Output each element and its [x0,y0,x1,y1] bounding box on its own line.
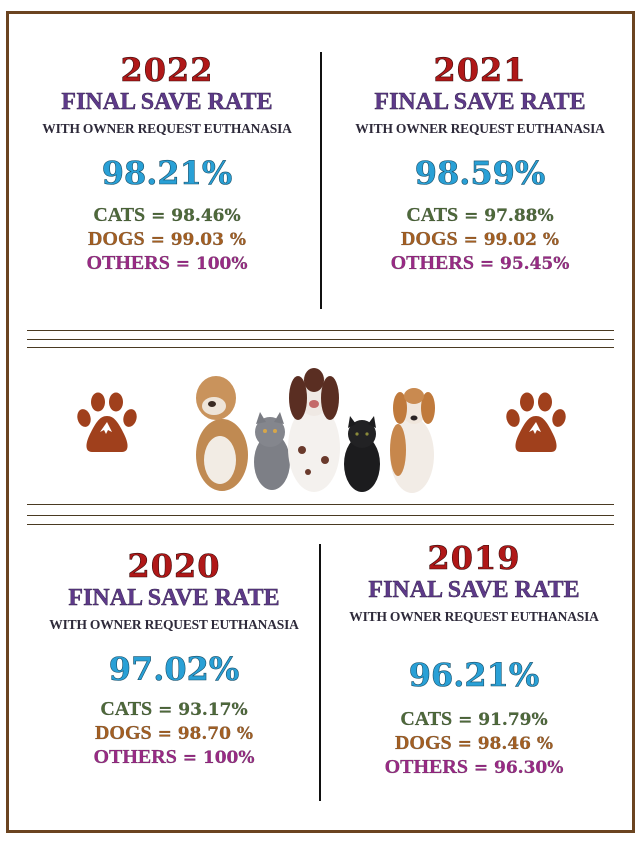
save-rate-title: FINAL SAVE RATE [68,585,280,611]
paw-print-icon [77,392,137,452]
cats-stat: CATS = 91.79% [400,708,548,730]
others-stat: OTHERS = 100% [93,746,255,768]
top-vertical-divider [320,52,322,309]
save-rate-subtitle: WITH OWNER REQUEST EUTHANASIA [355,121,605,136]
others-stat: OTHERS = 95.45% [390,252,570,274]
paw-print-icon [506,392,566,452]
save-rate-subtitle: WITH OWNER REQUEST EUTHANASIA [49,617,299,632]
top-divider-line-3 [27,347,614,348]
year-heading: 2021 [433,51,527,89]
cats-stat: CATS = 97.88% [406,204,554,226]
year-heading: 2019 [427,539,521,577]
top-divider-line-1 [27,330,614,331]
panel-2021: 2021 FINAL SAVE RATE WITH OWNER REQUEST … [330,52,630,276]
others-stat: OTHERS = 100% [86,252,248,274]
dogs-stat: DOGS = 98.46 % [394,732,554,754]
cats-stat: CATS = 93.17% [100,698,248,720]
top-divider-line-2 [27,339,614,340]
bottom-vertical-divider [319,544,321,801]
overall-rate: 98.21% [101,154,233,193]
year-heading: 2020 [127,547,221,585]
overall-rate: 97.02% [108,650,240,689]
cats-stat: CATS = 98.46% [93,204,241,226]
bottom-divider-line-1 [27,504,614,505]
panel-2019: 2019 FINAL SAVE RATE WITH OWNER REQUEST … [324,540,624,780]
save-rate-subtitle: WITH OWNER REQUEST EUTHANASIA [349,609,599,624]
dogs-stat: DOGS = 99.02 % [400,228,560,250]
overall-rate: 98.59% [414,154,546,193]
panel-2022: 2022 FINAL SAVE RATE WITH OWNER REQUEST … [17,52,317,276]
pets-group-photo [196,368,435,493]
save-rate-subtitle: WITH OWNER REQUEST EUTHANASIA [42,121,292,136]
dogs-stat: DOGS = 98.70 % [94,722,254,744]
save-rate-title: FINAL SAVE RATE [374,89,586,115]
save-rate-title: FINAL SAVE RATE [61,89,273,115]
others-stat: OTHERS = 96.30% [384,756,564,778]
dogs-stat: DOGS = 99.03 % [87,228,247,250]
save-rate-title: FINAL SAVE RATE [368,577,580,603]
panel-2020: 2020 FINAL SAVE RATE WITH OWNER REQUEST … [24,548,324,770]
overall-rate: 96.21% [408,656,540,695]
bottom-divider-line-3 [27,524,614,525]
year-heading: 2022 [120,51,214,89]
bottom-divider-line-2 [27,515,614,516]
